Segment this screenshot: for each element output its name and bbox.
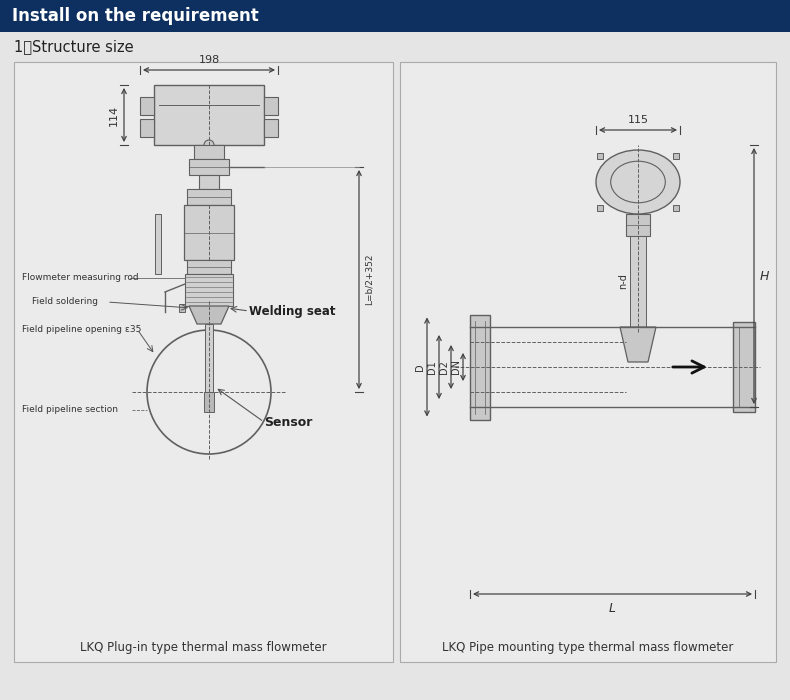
Bar [140, 119, 154, 137]
Bar [194, 145, 224, 159]
Text: Install on the requirement: Install on the requirement [12, 7, 259, 25]
Bar [264, 97, 278, 115]
Text: 198: 198 [198, 55, 220, 65]
Text: H: H [760, 270, 769, 283]
Bar [140, 97, 154, 115]
Text: LKQ Pipe mounting type thermal mass flowmeter: LKQ Pipe mounting type thermal mass flow… [442, 641, 734, 654]
Bar [597, 153, 603, 159]
Text: L=b/2+352: L=b/2+352 [365, 254, 374, 305]
Text: Welding seat: Welding seat [249, 304, 336, 318]
Bar [630, 236, 646, 327]
Bar [179, 304, 185, 312]
Text: 114: 114 [109, 104, 119, 125]
Text: Field pipeline opening ε35: Field pipeline opening ε35 [22, 325, 141, 333]
Bar [205, 324, 213, 397]
Text: 115: 115 [627, 115, 649, 125]
Text: Field soldering: Field soldering [32, 298, 98, 307]
Circle shape [204, 140, 214, 150]
Bar [400, 62, 776, 662]
Text: n-d: n-d [618, 274, 628, 289]
Text: LKQ Plug-in type thermal mass flowmeter: LKQ Plug-in type thermal mass flowmeter [81, 641, 327, 654]
Bar [673, 205, 679, 211]
Bar [626, 214, 650, 236]
Bar [264, 119, 278, 137]
Bar [187, 189, 231, 205]
Bar [733, 322, 755, 412]
Bar [184, 205, 234, 260]
Text: Field pipeline section: Field pipeline section [22, 405, 118, 414]
Text: L: L [609, 602, 616, 615]
Bar [204, 392, 214, 412]
Bar [199, 175, 219, 189]
Bar [597, 205, 603, 211]
Bar [0, 0, 790, 32]
Bar [187, 260, 231, 274]
Polygon shape [620, 327, 656, 362]
Bar [189, 159, 229, 175]
Text: Sensor: Sensor [264, 416, 312, 428]
Bar [470, 314, 490, 419]
Text: D: D [415, 363, 425, 371]
Polygon shape [189, 306, 229, 324]
Bar [185, 274, 233, 306]
Text: Flowmeter measuring rod: Flowmeter measuring rod [22, 274, 138, 283]
Ellipse shape [596, 150, 680, 214]
Bar [155, 214, 161, 274]
Text: D1: D1 [427, 360, 437, 374]
Text: 1、Structure size: 1、Structure size [14, 39, 134, 55]
Text: D2: D2 [439, 360, 449, 374]
Bar [14, 62, 393, 662]
Bar [673, 153, 679, 159]
Text: DN: DN [451, 360, 461, 374]
Bar [154, 85, 264, 145]
